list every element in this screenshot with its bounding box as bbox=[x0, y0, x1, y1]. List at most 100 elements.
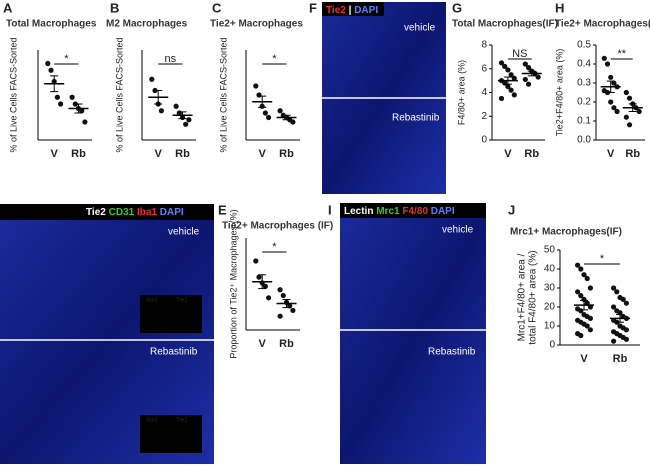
x-tick-label: V bbox=[504, 148, 512, 160]
panel-letter: C bbox=[212, 0, 222, 15]
x-tick-label: V bbox=[51, 148, 59, 160]
image-label: Rebastinib bbox=[392, 113, 440, 124]
x-tick-label: V bbox=[259, 338, 267, 350]
data-point bbox=[508, 87, 514, 93]
data-point bbox=[587, 315, 594, 321]
data-point bbox=[608, 99, 614, 105]
micrograph bbox=[340, 218, 486, 464]
separator: | bbox=[346, 5, 354, 16]
x-tick-label: Rb bbox=[524, 148, 539, 160]
data-point bbox=[611, 80, 617, 86]
x-tick-label: Rb bbox=[279, 338, 294, 350]
data-point bbox=[79, 108, 85, 114]
significance-label: * bbox=[272, 53, 277, 65]
data-point bbox=[502, 63, 508, 69]
x-tick-label: V bbox=[259, 148, 267, 160]
data-point bbox=[587, 327, 594, 333]
data-point bbox=[611, 105, 617, 111]
significance-label: NS bbox=[512, 48, 527, 60]
panel-letter: G bbox=[452, 0, 462, 15]
data-point bbox=[45, 60, 51, 67]
y-tick-label: 0.5 bbox=[577, 40, 591, 51]
data-point bbox=[183, 121, 189, 127]
image-label: vehicle bbox=[404, 23, 436, 34]
data-point bbox=[522, 61, 528, 67]
y-tick-label: 8 bbox=[481, 40, 487, 51]
chart-title: Tie2+ Macrophages (IF) bbox=[222, 221, 333, 232]
y-tick-label: 10 bbox=[544, 321, 556, 332]
data-point bbox=[611, 285, 617, 291]
y-tick-label: 6 bbox=[481, 63, 487, 74]
data-point bbox=[498, 95, 505, 102]
legend-item: Iba1 bbox=[137, 207, 157, 218]
data-point bbox=[277, 313, 283, 319]
data-point bbox=[511, 92, 517, 98]
data-point bbox=[636, 108, 642, 115]
significance-label: ** bbox=[617, 48, 626, 60]
y-tick-label: 0.3 bbox=[577, 78, 591, 89]
panel-letter: H bbox=[555, 0, 564, 15]
data-point bbox=[623, 300, 630, 306]
data-point bbox=[611, 338, 617, 344]
data-point bbox=[262, 110, 268, 116]
panel-letter: E bbox=[218, 202, 227, 217]
y-axis-label: % of Live Cells FACS-Sorted bbox=[218, 37, 228, 152]
y-tick-label: 0 bbox=[481, 135, 487, 146]
legend-bg bbox=[0, 204, 214, 220]
data-point bbox=[525, 64, 532, 71]
data-point bbox=[617, 310, 623, 316]
x-tick-label: V bbox=[155, 148, 163, 160]
y-tick-label: 20 bbox=[544, 302, 556, 313]
legend-bg bbox=[322, 2, 384, 16]
legend-item: F4/80 bbox=[402, 206, 428, 217]
data-point bbox=[614, 108, 620, 115]
x-tick-label: V bbox=[580, 353, 588, 365]
data-point bbox=[256, 274, 262, 280]
data-point bbox=[522, 76, 528, 83]
legend: Tie2 | DAPI bbox=[326, 5, 378, 16]
inset-label: Tie2 bbox=[176, 418, 188, 424]
significance-label: * bbox=[64, 53, 69, 65]
data-point bbox=[58, 101, 64, 107]
image-label: vehicle bbox=[442, 225, 474, 236]
image-label: Rebastinib bbox=[150, 347, 198, 358]
data-point bbox=[626, 122, 633, 128]
x-tick-label: V bbox=[607, 148, 615, 160]
data-point bbox=[149, 76, 155, 82]
y-axis-label: F4/80+ area (%) bbox=[456, 60, 466, 125]
legend-bg bbox=[340, 203, 486, 218]
legend-item: Tie2 bbox=[326, 5, 346, 16]
chart-title: Total Macrophages(IF) bbox=[452, 19, 558, 30]
y-tick-label: 40 bbox=[544, 264, 556, 275]
data-point bbox=[623, 336, 630, 342]
significance-label: ns bbox=[165, 53, 177, 65]
legend-item: DAPI bbox=[160, 207, 184, 218]
y-tick-label: 30 bbox=[544, 283, 556, 294]
y-tick-label: 0 bbox=[549, 340, 555, 351]
data-point bbox=[623, 89, 629, 96]
x-tick-label: Rb bbox=[279, 148, 294, 160]
y-tick-label: 0.4 bbox=[577, 59, 591, 70]
data-point bbox=[54, 94, 61, 100]
data-point bbox=[158, 108, 164, 114]
data-point bbox=[505, 67, 511, 73]
y-axis-label: Mrc1+F4/80+ area / bbox=[517, 253, 528, 341]
panel-letter: A bbox=[3, 0, 13, 15]
panel-letter: I bbox=[328, 202, 332, 217]
data-point bbox=[69, 94, 75, 100]
data-point bbox=[581, 272, 587, 278]
image-label: vehicle bbox=[168, 227, 200, 238]
data-point bbox=[623, 114, 629, 120]
chart-title: Mrc1+ Macrophages(IF) bbox=[510, 227, 622, 238]
data-point bbox=[575, 289, 581, 295]
y-axis-label: % of Live Cells FACS-Sorted bbox=[114, 37, 124, 152]
y-axis-label: Proportion of Tie2⁺ Macrophages (%) bbox=[228, 209, 238, 358]
data-point bbox=[508, 72, 514, 78]
inset-label: Tie2 bbox=[176, 298, 188, 304]
panel-letter: J bbox=[508, 202, 515, 217]
data-point bbox=[525, 81, 532, 87]
data-point bbox=[82, 119, 88, 125]
chart-title: Tie2+ Macrophages bbox=[210, 19, 303, 30]
data-point bbox=[290, 119, 296, 125]
